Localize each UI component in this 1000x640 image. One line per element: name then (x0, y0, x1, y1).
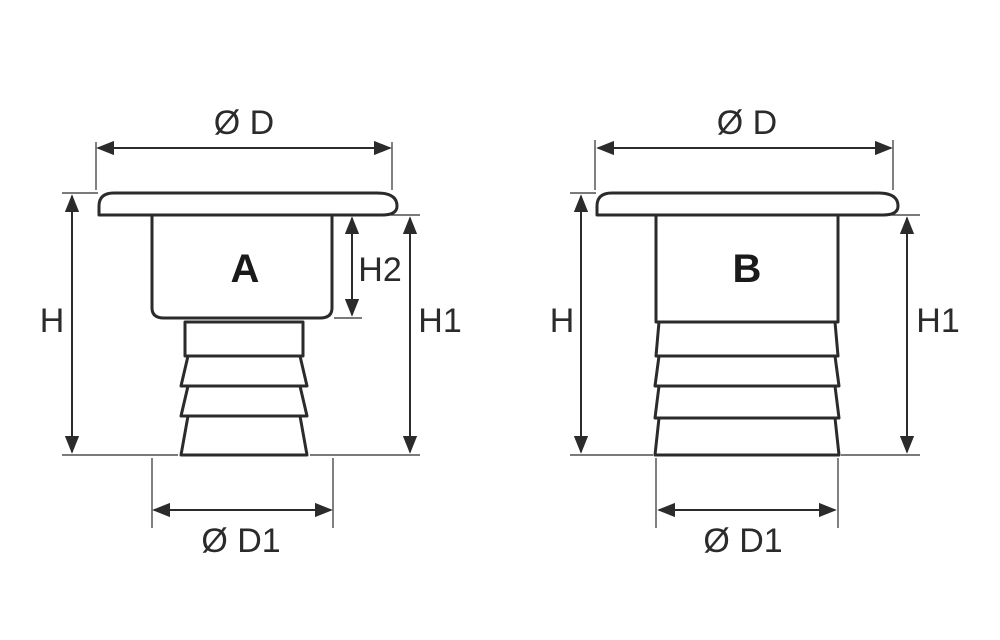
figure-b-barb-ring (654, 320, 840, 358)
figure-a-barb-ring (183, 320, 305, 358)
figure-a-barb-ring (179, 414, 309, 457)
figure-b-label-height-1: H1 (916, 302, 959, 340)
figure-b-label-bottom-diameter: Ø D1 (703, 522, 782, 560)
figure-a-label-height-2: H2 (358, 251, 401, 289)
figure-b-barb-ring (653, 384, 841, 420)
figure-a-label-height-1: H1 (418, 302, 461, 340)
figure-b-barb-ring (653, 416, 841, 457)
figure-a-label-top-diameter: Ø D (214, 104, 274, 142)
figure-a-barb-ring (179, 354, 309, 388)
figure-b: Ø D H H1 Ø D1 B (550, 104, 960, 560)
figure-b-letter: B (733, 247, 762, 291)
figure-a-barb-ring (179, 384, 309, 418)
figure-a-flange (97, 191, 399, 217)
figure-b-label-height: H (550, 302, 575, 340)
figure-b-label-top-diameter: Ø D (717, 104, 777, 142)
figure-b-flange (595, 191, 900, 217)
figure-a-body (150, 213, 334, 320)
figure-a-letter: A (231, 247, 260, 291)
figure-a: Ø D H H2 H1 Ø D1 A (40, 104, 462, 560)
figure-a-label-height: H (40, 302, 65, 340)
figure-b-barb-ring (653, 354, 841, 388)
figure-b-body (654, 213, 840, 324)
figure-a-label-bottom-diameter: Ø D1 (201, 522, 280, 560)
